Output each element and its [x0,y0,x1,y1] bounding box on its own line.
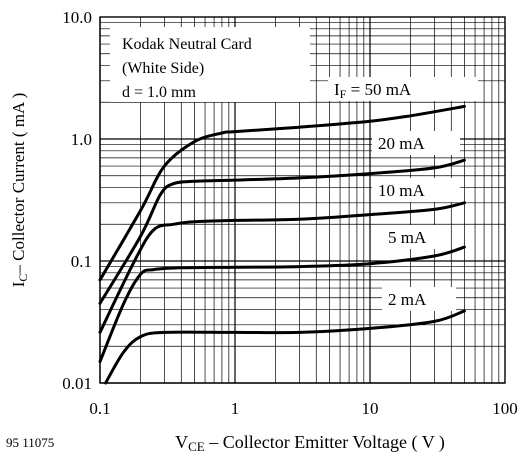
curve-label-bg [372,131,460,155]
curve-label-bg [382,287,456,311]
x-tick-label: 10 [362,399,379,418]
curve-label-bg [372,178,460,202]
x-tick-label: 100 [492,399,518,418]
curve-5-ma [98,245,466,363]
curve-50-ma [98,104,466,282]
condition-line-1: Kodak Neutral Card [122,36,252,53]
conditions-box [110,27,310,102]
curves [98,104,466,385]
curve-2-ma [104,309,466,385]
y-axis-title: IC– Collector Current ( mA ) [9,93,30,288]
curve-label-bg [328,77,478,101]
y-tick-label: 0.01 [62,374,92,393]
y-tick-label: 0.1 [71,252,92,271]
curve-label: IF = 50 mA [334,80,412,101]
x-tick-label: 0.1 [89,399,110,418]
figure-code: 95 11075 [6,435,54,450]
curve-label: 5 mA [388,228,427,247]
x-tick-label: 1 [231,399,240,418]
condition-line-2: (White Side) [122,60,204,77]
x-tick-labels: 0.1 1 10 100 [89,399,517,418]
curve-label: 10 mA [378,181,425,200]
plot-frame [99,16,506,384]
condition-line-3: d = 1.0 mm [122,84,196,101]
x-axis-title: VCE – Collector Emitter Voltage ( V ) [175,432,445,454]
y-tick-labels: 0.01 0.1 1.0 10.0 [62,8,92,393]
y-tick-label: 1.0 [71,130,92,149]
y-tick-label: 10.0 [62,8,92,27]
curve-label: 20 mA [378,134,425,153]
curve-10-ma [98,201,466,334]
curve-20-ma [98,158,466,305]
curve-label: 2 mA [388,290,427,309]
curve-labels: IF = 50 mA 20 mA 10 mA 5 mA 2 mA [328,77,478,311]
curve-label-bg [382,225,450,249]
